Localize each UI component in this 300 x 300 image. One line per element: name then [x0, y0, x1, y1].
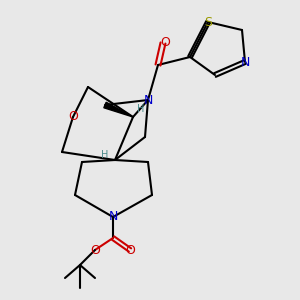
Text: H: H — [137, 104, 145, 114]
Text: O: O — [68, 110, 78, 124]
Text: O: O — [125, 244, 135, 256]
Polygon shape — [104, 102, 133, 117]
Text: H: H — [101, 150, 109, 160]
Text: O: O — [160, 37, 170, 50]
Text: N: N — [108, 211, 118, 224]
Text: O: O — [90, 244, 100, 256]
Text: N: N — [240, 56, 250, 68]
Text: N: N — [143, 94, 153, 106]
Text: S: S — [204, 16, 212, 28]
